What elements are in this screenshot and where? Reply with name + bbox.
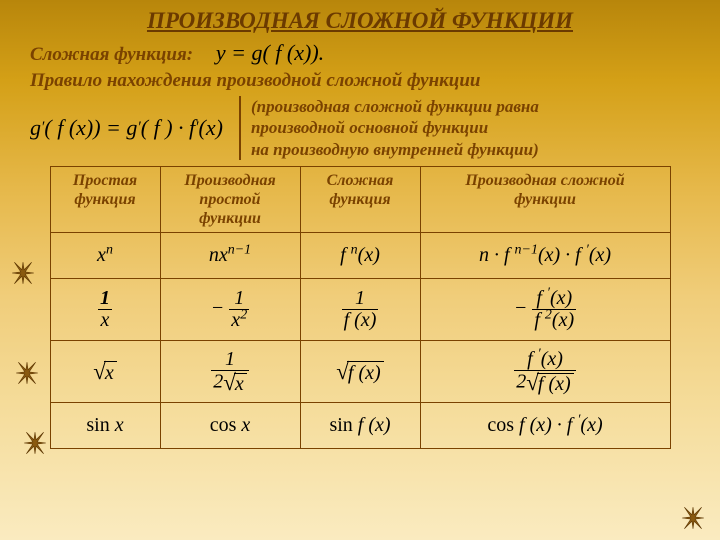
compound-formula: y = g( f (x)). <box>216 40 324 65</box>
cell-cosfxfp: cos f (x) · f ′(x) <box>420 403 670 449</box>
derivatives-table: Простаяфункция Производнаяпростойфункции… <box>50 166 671 450</box>
rule-explanation: (производная сложной функции равна произ… <box>241 96 539 160</box>
table-row: x 12x f (x) f ′(x)2f (x) <box>50 341 670 403</box>
header-compound-deriv: Производная сложнойфункции <box>420 166 670 233</box>
cell-nfn1fp: n · f n−1(x) · f ′(x) <box>420 233 670 279</box>
header-compound-func: Сложнаяфункция <box>300 166 420 233</box>
cell-sinx: sin x <box>50 403 160 449</box>
star-icon <box>10 260 36 286</box>
cell-fp2sqrtf: f ′(x)2f (x) <box>420 341 670 403</box>
cell-cosx: cos x <box>160 403 300 449</box>
cell-xn: xn <box>50 233 160 279</box>
table-header-row: Простаяфункция Производнаяпростойфункции… <box>50 166 670 233</box>
cell-neg1x2: − 1x2 <box>160 279 300 341</box>
header-simple-deriv: Производнаяпростойфункции <box>160 166 300 233</box>
table-row: sin x cos x sin f (x) cos f (x) · f ′(x) <box>50 403 670 449</box>
cell-12sqrtx: 12x <box>160 341 300 403</box>
rule-formula: g′( f (x)) = g′( f ) · f ′(x) <box>30 96 239 160</box>
star-icon <box>22 430 48 456</box>
compound-label: Сложная функция: <box>30 44 193 65</box>
cell-1fx: 1f (x) <box>300 279 420 341</box>
cell-fnx: f n(x) <box>300 233 420 279</box>
cell-1x: 1x <box>50 279 160 341</box>
star-icon <box>14 360 40 386</box>
page-title: ПРОИЗВОДНАЯ СЛОЖНОЙ ФУНКЦИИ <box>0 0 720 34</box>
explain-line-3: на производную внутренней функции) <box>251 139 539 160</box>
explain-line-2: производной основной функции <box>251 117 539 138</box>
line-rule-heading: Правило нахождения производной сложной ф… <box>0 66 720 92</box>
explain-line-1: (производная сложной функции равна <box>251 96 539 117</box>
line-compound-function: Сложная функция: y = g( f (x)). <box>0 34 720 66</box>
cell-sqrtfx: f (x) <box>300 341 420 403</box>
table-row: 1x − 1x2 1f (x) − f ′(x)f 2(x) <box>50 279 670 341</box>
table-row: xn nxn−1 f n(x) n · f n−1(x) · f ′(x) <box>50 233 670 279</box>
header-simple-func: Простаяфункция <box>50 166 160 233</box>
cell-negfpf2: − f ′(x)f 2(x) <box>420 279 670 341</box>
cell-sqrtx: x <box>50 341 160 403</box>
cell-sinfx: sin f (x) <box>300 403 420 449</box>
star-icon <box>680 505 706 531</box>
rule-row: g′( f (x)) = g′( f ) · f ′(x) (производн… <box>0 92 720 166</box>
cell-nxn1: nxn−1 <box>160 233 300 279</box>
